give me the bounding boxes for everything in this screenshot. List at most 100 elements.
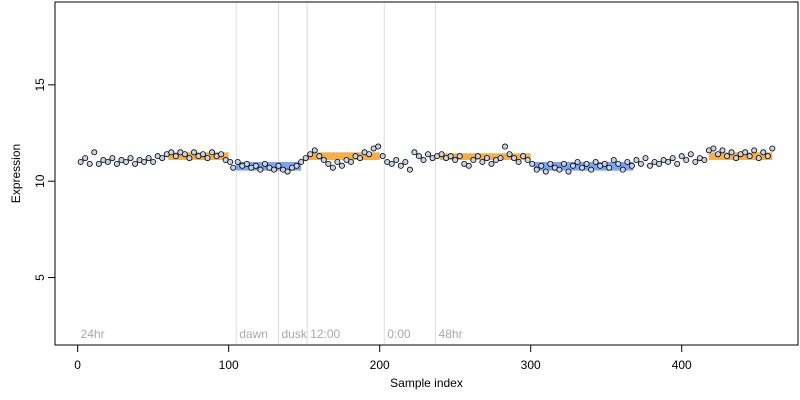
data-point [411, 149, 418, 156]
data-point [637, 160, 644, 167]
high-expression-band [307, 152, 380, 161]
data-point [656, 160, 663, 167]
data-point [497, 155, 504, 162]
data-point [606, 164, 613, 171]
time-marker-label: 0:00 [387, 327, 411, 341]
data-point [583, 160, 590, 167]
time-marker-label: 24hr [81, 327, 105, 341]
data-point [579, 164, 586, 171]
y-axis: 5 10 15 [33, 78, 56, 281]
data-point [556, 166, 563, 173]
data-point [529, 160, 536, 167]
data-point [104, 158, 111, 165]
data-point [338, 162, 345, 169]
time-marker-label: dusk [282, 327, 308, 341]
data-point [186, 155, 193, 162]
data-point [379, 153, 386, 160]
data-point [270, 166, 277, 173]
x-axis: 0 100 200 300 400 [74, 344, 692, 372]
data-point [615, 160, 622, 167]
data-point [77, 158, 84, 165]
data-point [488, 160, 495, 167]
data-point [438, 151, 445, 158]
data-point [624, 158, 631, 165]
data-point [109, 155, 116, 162]
plot-frame [54, 1, 799, 346]
data-point [710, 145, 717, 152]
data-point [524, 157, 531, 164]
data-point [520, 153, 527, 160]
data-point [665, 158, 672, 165]
data-point [420, 157, 427, 164]
data-points [77, 143, 776, 175]
data-point [719, 147, 726, 154]
data-point [533, 166, 540, 173]
data-point [728, 149, 735, 156]
data-point [746, 153, 753, 160]
data-point [465, 162, 472, 169]
data-point [329, 164, 336, 171]
data-point [760, 149, 767, 156]
data-point [227, 158, 234, 165]
data-point [199, 151, 206, 158]
x-axis-title: Sample index [390, 376, 463, 390]
data-point [388, 160, 395, 167]
time-marker-labels: 24hr dawn dusk 12:00 0:00 48hr [81, 327, 463, 341]
data-point [751, 147, 758, 154]
data-point [560, 160, 567, 167]
data-point [474, 153, 481, 160]
data-point [375, 143, 382, 150]
data-point [122, 158, 129, 165]
data-point [190, 149, 197, 156]
data-point [538, 162, 545, 169]
time-marker-label: dawn [239, 327, 268, 341]
data-point [574, 158, 581, 165]
data-point [764, 153, 771, 160]
data-point [86, 160, 93, 167]
data-point [456, 153, 463, 160]
data-point [325, 160, 332, 167]
data-point [742, 149, 749, 156]
data-point [132, 160, 139, 167]
data-point [230, 164, 237, 171]
data-point [502, 143, 509, 150]
data-point [687, 151, 694, 158]
data-point [150, 158, 157, 165]
data-point [692, 158, 699, 165]
data-point [113, 160, 120, 167]
data-point [95, 160, 102, 167]
data-point [141, 158, 148, 165]
data-point [714, 151, 721, 158]
x-tick-label: 300 [521, 358, 541, 372]
data-point [275, 162, 282, 169]
data-point [588, 166, 595, 173]
data-point [515, 158, 522, 165]
data-point [470, 157, 477, 164]
y-tick-label: 5 [33, 274, 47, 281]
data-point [209, 149, 216, 156]
data-point [320, 157, 327, 164]
data-point [397, 162, 404, 169]
data-point [592, 158, 599, 165]
data-point [91, 149, 98, 156]
data-point [145, 155, 152, 162]
data-point [547, 160, 554, 167]
data-point [284, 168, 291, 175]
data-point [402, 158, 409, 165]
data-point [733, 155, 740, 162]
time-marker-label: 48hr [439, 327, 463, 341]
data-point [172, 153, 179, 160]
data-point [506, 151, 513, 158]
data-point [302, 155, 309, 162]
data-point [393, 157, 400, 164]
data-point [628, 162, 635, 169]
data-point [334, 158, 341, 165]
data-point [127, 155, 134, 162]
x-tick-label: 0 [74, 358, 81, 372]
data-point [261, 160, 268, 167]
data-point [257, 166, 264, 173]
data-point [218, 151, 225, 158]
data-point [159, 155, 166, 162]
data-point [683, 157, 690, 164]
